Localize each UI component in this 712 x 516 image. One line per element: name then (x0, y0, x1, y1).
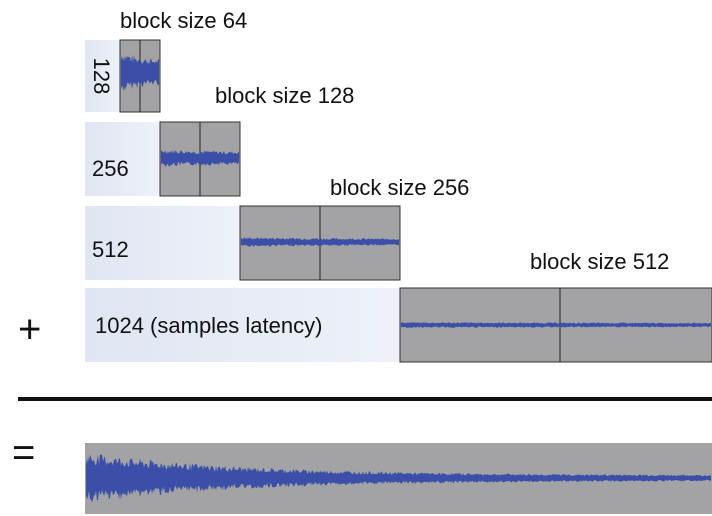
waveform (86, 454, 711, 503)
block-title: block size 64 (120, 8, 247, 33)
latency-band (85, 122, 160, 196)
block-title: block size 256 (330, 175, 469, 200)
block-title: block size 128 (215, 83, 354, 108)
plus-sign: + (18, 308, 41, 352)
waveforms (86, 54, 711, 503)
latency-band (85, 288, 400, 362)
latency-band (85, 40, 120, 112)
latency-label: 128 (89, 58, 114, 95)
waveform (121, 54, 159, 92)
latency-label: 1024 (samples latency) (95, 313, 322, 338)
block-title: block size 512 (530, 249, 669, 274)
latency-label: 512 (92, 237, 129, 262)
waveform (401, 322, 711, 328)
latency-label: 256 (92, 156, 129, 181)
equals-sign: = (12, 431, 35, 475)
latency-band (85, 206, 240, 280)
waveform (161, 149, 239, 167)
waveform (241, 237, 399, 247)
